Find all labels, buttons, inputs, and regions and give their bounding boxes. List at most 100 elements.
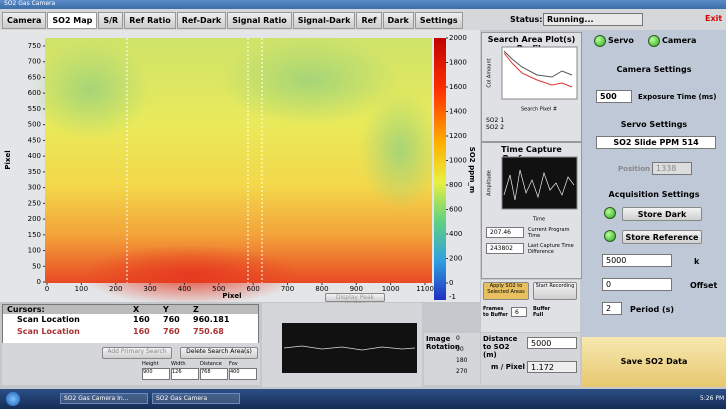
store-dark-button[interactable]: Store Dark [622, 207, 702, 221]
field-label: Height [142, 361, 159, 367]
cursor-header-cell: Cursors: [7, 305, 45, 314]
offset-value: 0 [602, 278, 672, 291]
y-tick-label: 550 [28, 105, 41, 113]
save-button[interactable]: Save SO2 Data [620, 357, 688, 366]
m-per-pixel-value: 1.172 [527, 361, 577, 373]
cursor-header: Cursors: X Y Z [3, 305, 258, 314]
tab[interactable]: Camera [2, 12, 47, 29]
x-axis-label: Pixel [222, 292, 241, 300]
task-item[interactable]: SO2 Gas Camera [152, 393, 240, 404]
profile-panel: Search Area Plot(s) Profile Col Amount S… [481, 32, 582, 142]
search-controls: Add Primary Search Delete Search Area(s)… [2, 343, 260, 385]
tab[interactable]: Ref [356, 12, 382, 29]
servo-select[interactable]: SO2 Slide PPM 514 [596, 136, 716, 149]
tab[interactable]: Ref Ratio [124, 12, 176, 29]
add-search-button[interactable]: Add Primary Search [102, 347, 172, 359]
rotation-options: 0 90 180 270 [456, 335, 467, 379]
exposure-value: 500 [596, 90, 632, 103]
colorbar-tick-label: 600 [449, 206, 462, 214]
cursor-cell: 160 [133, 315, 150, 324]
tab[interactable]: Settings [414, 12, 463, 29]
camera-led [648, 35, 660, 47]
settings-panel: Servo Camera Camera Settings 500 Exposur… [582, 30, 726, 387]
tab[interactable]: Ref-Dark [176, 12, 227, 29]
colorbar-tick-label: 800 [449, 181, 462, 189]
heat-patch [30, 40, 150, 140]
colorbar-tick-label: 1400 [449, 108, 467, 116]
distance-label: Distance to SO2 (m) [483, 335, 518, 359]
tab[interactable]: Signal Ratio [227, 12, 292, 29]
peak-widths-button[interactable]: Display Peak Widths [325, 293, 385, 308]
colorbar-tick-label: 1800 [449, 59, 467, 67]
program-time: 207.46 [486, 227, 524, 238]
tab[interactable]: SO2 Map [47, 12, 98, 29]
y-tick-label: 350 [28, 168, 41, 176]
x-tick-label: 600 [246, 285, 259, 293]
tab[interactable]: Dark [382, 12, 414, 29]
status-value: Running... [543, 13, 643, 26]
y-tick-label: 400 [28, 152, 41, 160]
distance-panel: Distance to SO2 (m) 5000 m / Pixel 1.172 [481, 333, 580, 385]
rotation-option[interactable]: 270 [456, 368, 468, 375]
field-value: 900 [142, 368, 170, 380]
capture-diff: 243802 [486, 243, 524, 254]
capture-diff-label: Last Capture Time Difference [528, 243, 574, 255]
colorbar-tick-label: 200 [449, 255, 462, 263]
taskbar: SO2 Gas Camera In... SO2 Gas Camera 5:26 … [0, 389, 726, 409]
frames-value: 6 [511, 307, 527, 317]
tab[interactable]: S/R [98, 12, 124, 29]
store-reference-button[interactable]: Store Reference [622, 230, 702, 244]
field-value: 126 [171, 368, 199, 380]
cursor-cell: 160 [133, 327, 150, 336]
exposure-label: Exposure Time (ms) [638, 93, 717, 101]
field-value: 400 [229, 368, 257, 380]
window-title: SO2 Gas Camera [4, 0, 56, 7]
y-tick-label: 100 [28, 247, 41, 255]
task-item[interactable]: SO2 Gas Camera In... [60, 393, 148, 404]
position-label: Position [618, 165, 651, 173]
y-tick-label: 650 [28, 73, 41, 81]
timing-plot: Amplitude Time [487, 156, 578, 223]
title-bar: SO2 Gas Camera [0, 0, 726, 9]
position-value: 1338 [652, 162, 692, 175]
offset-label: Offset [690, 281, 718, 290]
y-tick-label: 150 [28, 231, 41, 239]
cursor-cell: Scan Location [17, 327, 80, 336]
timing-y-label: Amplitude [487, 170, 493, 196]
cursor-header-cell: Z [193, 305, 199, 314]
rotation-option[interactable]: 90 [456, 346, 464, 353]
x-tick-label: 1000 [382, 285, 400, 293]
program-time-label: Current Program Time [528, 227, 570, 239]
x-tick-label: 500 [212, 285, 225, 293]
profile-y-label: Col Amount [487, 58, 493, 87]
rotation-panel: Image Rotation 0 90 180 270 [424, 333, 480, 385]
rotation-option[interactable]: 180 [456, 357, 468, 364]
colorbar-label: SO2 ppm_m [468, 147, 476, 193]
delete-search-button[interactable]: Delete Search Area(s) [180, 347, 258, 359]
apply-button[interactable]: Apply SO2 to Selected Areas [483, 282, 529, 300]
camera-label: Camera [662, 36, 697, 45]
rotation-label: Image Rotation [426, 335, 460, 351]
start-button[interactable] [6, 392, 20, 406]
recording-panel: Apply SO2 to Selected Areas Start Record… [481, 280, 580, 332]
legend-entry: SO2 1 [486, 117, 505, 124]
x-tick-label: 800 [315, 285, 328, 293]
colorbar-tick-label: 1000 [449, 157, 467, 165]
x-tick-label: 200 [109, 285, 122, 293]
rotation-option[interactable]: 0 [456, 335, 460, 342]
profile-legend: SO2 1 SO2 2 [486, 117, 504, 131]
cursor-cell: 760 [163, 327, 180, 336]
colorbar-tick-label: 2000 [449, 34, 467, 42]
period-value: 2 [602, 302, 622, 315]
tabs: Camera SO2 Map S/R Ref Ratio Ref-Dark Signal … [2, 12, 464, 29]
y-tick-label: 500 [28, 121, 41, 129]
y-tick-label: 750 [28, 42, 41, 50]
tab[interactable]: Signal-Dark [292, 12, 356, 29]
y-tick-label: 300 [28, 184, 41, 192]
start-recording-button[interactable]: Start Recording [533, 282, 577, 300]
field-label: Fov [229, 361, 238, 367]
exit-button[interactable]: Exit [705, 14, 723, 23]
cursor-cell: 750.68 [193, 327, 224, 336]
servo-label: Servo [608, 36, 634, 45]
